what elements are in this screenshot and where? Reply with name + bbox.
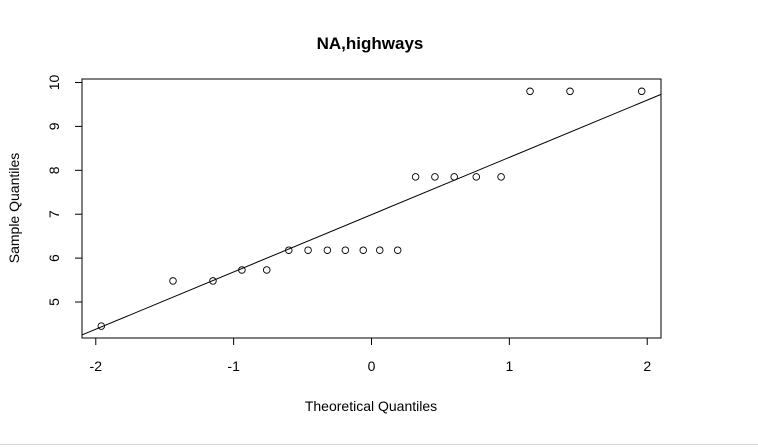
qq-reference-line xyxy=(81,93,662,336)
sample-point xyxy=(526,87,534,96)
y-tick-label: 8 xyxy=(46,166,62,174)
sample-point xyxy=(566,87,574,96)
sample-point xyxy=(341,246,350,254)
sample-point xyxy=(359,246,367,254)
sample-point xyxy=(393,246,402,254)
bottom-divider xyxy=(0,444,758,445)
sample-point xyxy=(472,173,481,181)
sample-point xyxy=(497,173,505,181)
sample-point xyxy=(411,173,420,181)
sample-point xyxy=(323,246,332,254)
x-tick-label: -2 xyxy=(90,358,103,374)
y-tick-label: 9 xyxy=(46,122,62,130)
x-tick-label: 0 xyxy=(368,358,376,374)
sample-point xyxy=(376,246,384,254)
x-tick-label: 2 xyxy=(643,358,651,374)
y-tick-label: 5 xyxy=(46,298,62,306)
sample-point xyxy=(285,246,293,254)
sample-point xyxy=(304,246,312,254)
y-tick-label: 10 xyxy=(46,75,62,91)
sample-point xyxy=(431,173,439,181)
sample-point xyxy=(238,266,246,274)
y-axis-label: Sample Quantiles xyxy=(6,153,22,264)
x-tick-label: 1 xyxy=(505,358,513,374)
sample-points xyxy=(97,87,646,330)
sample-point xyxy=(169,277,177,285)
sample-point xyxy=(97,322,106,330)
x-tick-label: -1 xyxy=(227,358,240,374)
sample-point xyxy=(450,173,458,181)
y-tick-label: 6 xyxy=(46,254,62,262)
x-axis-label: Theoretical Quantiles xyxy=(305,398,437,414)
x-axis: -2 -1 0 1 2 xyxy=(90,337,651,374)
chart-title: NA,highways xyxy=(317,34,424,53)
sample-point xyxy=(209,277,217,285)
sample-point xyxy=(262,266,271,274)
y-axis: 5 6 7 8 9 10 xyxy=(46,75,83,306)
sample-point xyxy=(637,87,646,96)
y-tick-label: 7 xyxy=(46,210,62,218)
